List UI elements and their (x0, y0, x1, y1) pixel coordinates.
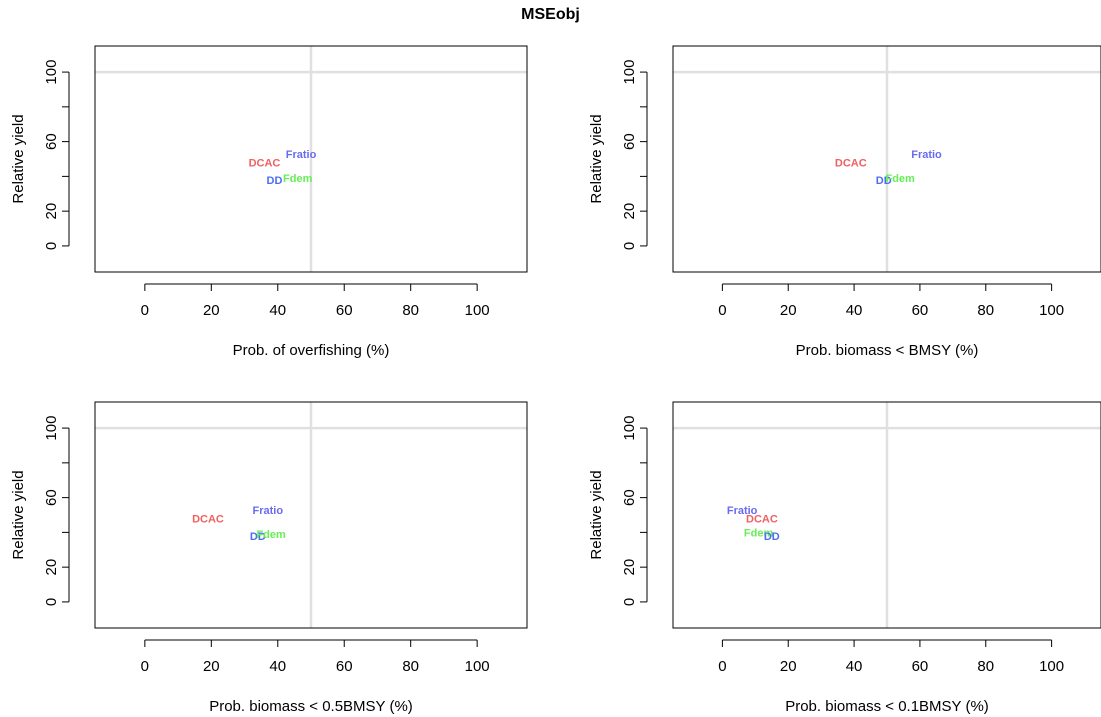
x-tick-label: 0 (718, 658, 726, 675)
x-tick-label: 40 (846, 302, 863, 319)
plot-frame (672, 45, 1101, 273)
x-tick-label: 20 (203, 302, 220, 319)
y-axis-label: Relative yield (588, 470, 605, 559)
y-axis-label: Relative yield (588, 114, 605, 203)
y-tick-label: 20 (621, 203, 638, 220)
panel-bottom-right: 0 20 40 60 80 100 Prob. biomass < 0.1BMSY (%) 0… (588, 401, 1101, 715)
x-tick-label: 60 (912, 658, 929, 675)
x-tick-label: 40 (269, 658, 286, 675)
y-tick-label: 100 (43, 416, 60, 441)
x-tick-label: 80 (977, 302, 994, 319)
x-tick-label: 20 (780, 658, 797, 675)
y-tick-label: 100 (621, 416, 638, 441)
y-tick-label: 20 (43, 203, 60, 220)
x-axis-label: Prob. biomass < 0.5BMSY (%) (209, 698, 413, 715)
y-axis-label: Relative yield (10, 470, 27, 559)
plot-frame (672, 401, 1101, 629)
plot-frame (94, 45, 528, 273)
x-tick-label: 0 (141, 302, 149, 319)
y-tick-label: 20 (621, 559, 638, 576)
x-axis-label: Prob. biomass < 0.1BMSY (%) (785, 698, 989, 715)
point-label-fratio: Fratio (286, 149, 317, 161)
point-label-fratio: Fratio (253, 505, 284, 517)
x-tick-label: 20 (203, 658, 220, 675)
x-tick-label: 80 (402, 658, 419, 675)
y-tick-label: 0 (43, 242, 60, 250)
y-tick-label: 60 (43, 133, 60, 150)
point-label-dcac: DCAC (746, 513, 778, 525)
x-tick-label: 100 (1039, 658, 1064, 675)
x-tick-label: 0 (141, 658, 149, 675)
point-label-fdem: Fdem (744, 527, 774, 539)
x-axis-label: Prob. biomass < BMSY (%) (796, 342, 979, 359)
y-tick-label: 60 (43, 489, 60, 506)
y-tick-label: 0 (621, 598, 638, 606)
x-tick-label: 20 (780, 302, 797, 319)
y-tick-label: 100 (621, 60, 638, 85)
point-label-fdem: Fdem (283, 173, 313, 185)
x-tick-label: 40 (846, 658, 863, 675)
x-tick-label: 60 (336, 658, 353, 675)
y-axis-label: Relative yield (10, 114, 27, 203)
x-tick-label: 100 (1039, 302, 1064, 319)
panel-top-left: 0 20 40 60 80 100 Prob. of overfishing (%) 0 20 6… (10, 45, 528, 359)
x-tick-label: 40 (269, 302, 286, 319)
panel-bottom-left: 0 20 40 60 80 100 Prob. biomass < 0.5BMSY (%) 0… (10, 401, 528, 715)
x-axis-label: Prob. of overfishing (%) (233, 342, 390, 359)
point-label-dd: DD (876, 175, 892, 187)
point-label-fdem: Fdem (885, 173, 915, 185)
point-label-dd: DD (250, 531, 266, 543)
x-tick-label: 60 (912, 302, 929, 319)
point-label-fdem: Fdem (256, 529, 286, 541)
x-tick-label: 0 (718, 302, 726, 319)
y-tick-label: 60 (621, 133, 638, 150)
x-tick-label: 80 (402, 302, 419, 319)
y-tick-label: 100 (43, 60, 60, 85)
x-tick-label: 100 (465, 302, 490, 319)
plot-frame (94, 401, 528, 629)
y-tick-label: 20 (43, 559, 60, 576)
point-label-dcac: DCAC (192, 513, 224, 525)
panel-top-right: 0 20 40 60 80 100 Prob. biomass < BMSY (%) 0 20 6… (588, 45, 1101, 359)
y-tick-label: 60 (621, 489, 638, 506)
x-tick-label: 80 (977, 658, 994, 675)
point-label-dcac: DCAC (249, 157, 281, 169)
point-label-fratio: Fratio (911, 149, 942, 161)
figure-title: MSEobj (521, 6, 580, 23)
y-tick-label: 0 (621, 242, 638, 250)
point-label-dcac: DCAC (835, 157, 867, 169)
point-label-dd: DD (267, 175, 283, 187)
x-tick-label: 100 (465, 658, 490, 675)
point-label-dd: DD (764, 531, 780, 543)
x-tick-label: 60 (336, 302, 353, 319)
point-label-fratio: Fratio (727, 505, 758, 517)
y-tick-label: 0 (43, 598, 60, 606)
